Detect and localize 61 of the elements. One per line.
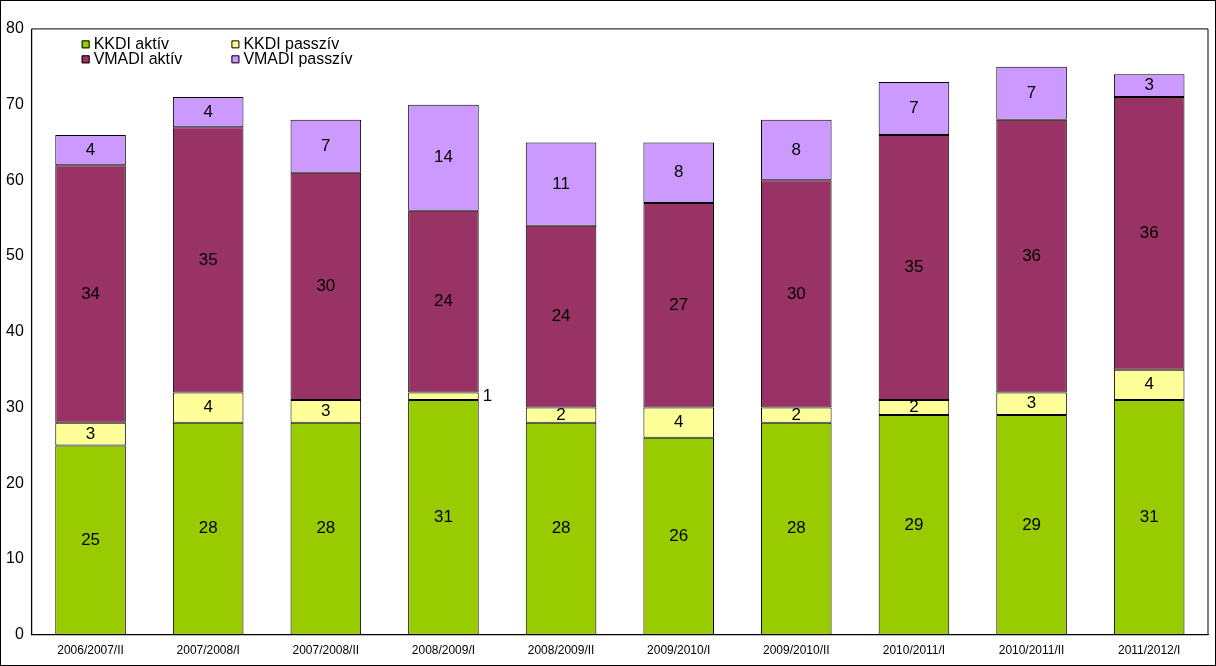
legend-label: VMADI aktív (93, 49, 183, 67)
data-label: 7 (321, 135, 331, 155)
x-tick-label: 2008/2009/II (527, 643, 595, 658)
x-tick-label: 2008/2009/I (411, 643, 476, 658)
data-label: 2 (556, 404, 566, 424)
data-label: 7 (909, 98, 919, 118)
data-label: 36 (1139, 223, 1159, 243)
x-tick-label: 2011/2012/I (1118, 643, 1181, 658)
y-tick-label: 20 (6, 473, 24, 491)
data-label: 24 (434, 291, 453, 311)
data-label: 4 (85, 139, 96, 159)
data-label: 27 (669, 294, 689, 314)
data-label: 31 (1139, 507, 1159, 526)
data-label: 28 (198, 518, 218, 538)
data-label: 4 (203, 397, 213, 417)
data-label: 29 (1022, 514, 1042, 534)
data-label: 26 (669, 525, 689, 545)
data-label: 7 (1026, 82, 1037, 102)
data-label: 4 (1144, 374, 1154, 394)
data-label: 25 (81, 529, 100, 549)
data-label: 2 (791, 404, 802, 424)
data-label: 35 (198, 249, 218, 269)
y-tick-label: 0 (14, 625, 24, 643)
data-label: 3 (321, 401, 331, 420)
data-label: 35 (904, 257, 924, 277)
data-label: 4 (203, 101, 213, 121)
x-tick-label: 2007/2008/II (292, 643, 360, 658)
data-label: 4 (673, 412, 684, 432)
data-label: 36 (1022, 245, 1042, 265)
y-tick-label: 30 (6, 397, 24, 415)
y-tick-label: 50 (6, 246, 24, 264)
data-label: 28 (316, 518, 336, 538)
x-tick-label: 2007/2008/I (176, 643, 240, 658)
legend-label: KKDI aktív (93, 34, 170, 52)
data-label: 30 (316, 276, 336, 296)
x-tick-label: 2009/2010/I (647, 643, 711, 658)
data-label: 29 (904, 514, 924, 534)
data-label: 8 (673, 162, 684, 182)
x-tick-label: 2009/2010/II (763, 643, 830, 658)
data-label: 3 (1026, 393, 1037, 413)
data-label: 1 (482, 385, 493, 405)
y-tick-label: 60 (6, 170, 24, 188)
legend-label: KKDI passzív (243, 34, 340, 52)
data-label: 30 (786, 283, 806, 303)
data-label: 3 (1144, 75, 1154, 95)
data-label: 34 (81, 283, 100, 303)
data-label: 31 (434, 507, 453, 526)
x-tick-label: 2010/2011/II (998, 643, 1065, 658)
data-label: 28 (786, 518, 806, 538)
data-label: 8 (791, 139, 802, 159)
y-tick-label: 80 (6, 19, 24, 37)
data-label: 14 (434, 147, 453, 167)
x-tick-label: 2006/2007/II (57, 643, 124, 658)
data-label: 3 (85, 423, 96, 443)
x-tick-label: 2010/2011/I (882, 643, 946, 658)
data-label: 11 (552, 173, 570, 193)
y-tick-label: 10 (6, 549, 24, 567)
y-tick-label: 40 (6, 322, 24, 340)
y-tick-label: 70 (6, 95, 24, 113)
data-label: 28 (551, 518, 571, 538)
data-label: 24 (551, 306, 571, 326)
